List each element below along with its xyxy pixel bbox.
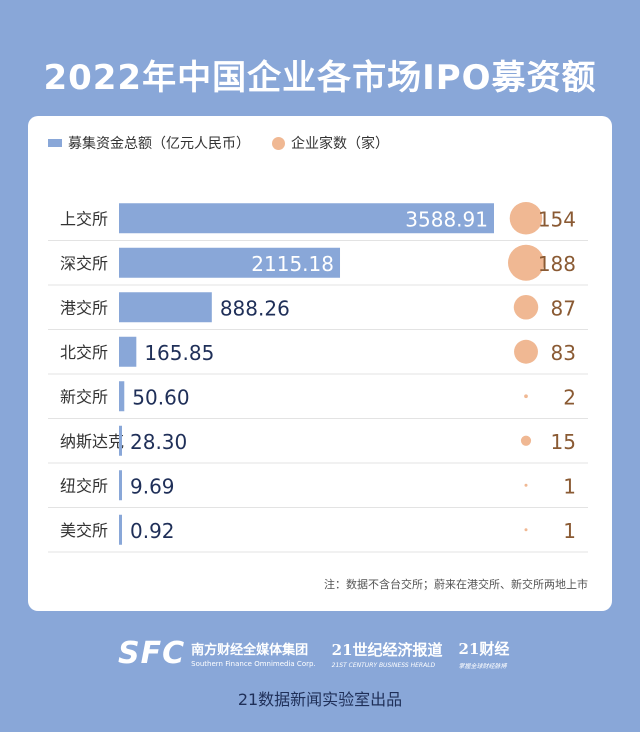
amount-bar: [119, 425, 122, 456]
legend-dot-label: 企业家数（家）: [291, 136, 389, 152]
brand1-cn: 南方财经全媒体集团: [191, 643, 309, 658]
company-count-label: 2: [563, 385, 576, 409]
company-count-label: 188: [538, 252, 576, 276]
amount-value-label: 28.30: [130, 430, 187, 454]
brand-southern-finance: 南方财经全媒体集团 Southern Finance Omnimedia Cor…: [191, 639, 316, 668]
amount-value-label: 0.92: [130, 519, 175, 543]
brand1-en: Southern Finance Omnimedia Corp.: [191, 660, 316, 668]
company-count-dot: [508, 244, 544, 281]
company-count-dot: [524, 394, 528, 399]
brand-21cbh: 21世纪经济报道 21ST CENTURY BUSINESS HERALD: [332, 639, 443, 669]
amount-bar: [119, 381, 125, 412]
category-label: 纽交所: [60, 476, 108, 495]
category-label: 北交所: [60, 343, 108, 362]
company-count-label: 154: [538, 207, 576, 231]
legend: 募集资金总额（亿元人民币） 企业家数（家）: [48, 133, 389, 153]
company-count-dot: [513, 295, 539, 320]
amount-value-label: 165.85: [144, 341, 214, 365]
company-count-dot: [524, 528, 528, 532]
amount-value-label: 888.26: [220, 296, 290, 320]
company-count-label: 1: [563, 519, 576, 543]
amount-value-label: 9.69: [130, 474, 175, 498]
brand3-en: 掌握全球财经脉搏: [458, 662, 507, 670]
chart-title: 2022年中国企业各市场IPO募资额: [43, 58, 597, 98]
brand-21caijing: 21财经 掌握全球财经脉搏: [459, 638, 510, 670]
category-label: 深交所: [60, 254, 108, 273]
legend-bar-label: 募集资金总额（亿元人民币）: [68, 136, 250, 152]
amount-bar: [119, 247, 341, 278]
category-label: 美交所: [60, 521, 108, 540]
amount-value-label: 3588.91: [405, 207, 488, 231]
amount-value-label: 2115.18: [251, 252, 334, 276]
sfc-logo: SFC: [118, 636, 186, 671]
company-count-label: 83: [551, 341, 576, 365]
amount-bar: [119, 470, 122, 501]
legend-dot-swatch: [272, 136, 285, 150]
brand2-cn: 21世纪经济报道: [331, 640, 443, 659]
credit-line: 21数据新闻实验室出品: [237, 690, 403, 709]
legend-bar-swatch: [48, 139, 62, 147]
footnote: 注：数据不含台交所；蔚来在港交所、新交所两地上市: [324, 578, 588, 591]
brand3-cn: 21财经: [458, 639, 510, 658]
amount-bar: [119, 203, 494, 234]
company-count-dot: [524, 483, 528, 487]
category-label: 纳斯达克: [60, 432, 124, 451]
category-label: 上交所: [60, 209, 108, 228]
company-count-label: 87: [551, 296, 576, 320]
amount-bar: [119, 292, 212, 323]
amount-value-label: 50.60: [132, 385, 189, 409]
company-count-label: 15: [551, 430, 576, 454]
company-count-dot: [514, 339, 538, 364]
company-count-dot: [520, 435, 532, 446]
brand2-en: 21ST CENTURY BUSINESS HERALD: [331, 661, 436, 669]
amount-bar: [119, 514, 122, 545]
amount-bar: [119, 336, 137, 367]
company-count-label: 1: [563, 474, 576, 498]
publisher-logos: SFC 南方财经全媒体集团 Southern Finance Omnimedia…: [118, 636, 525, 671]
category-label: 新交所: [60, 387, 108, 406]
category-label: 港交所: [60, 298, 108, 317]
company-count-dot: [509, 201, 543, 235]
